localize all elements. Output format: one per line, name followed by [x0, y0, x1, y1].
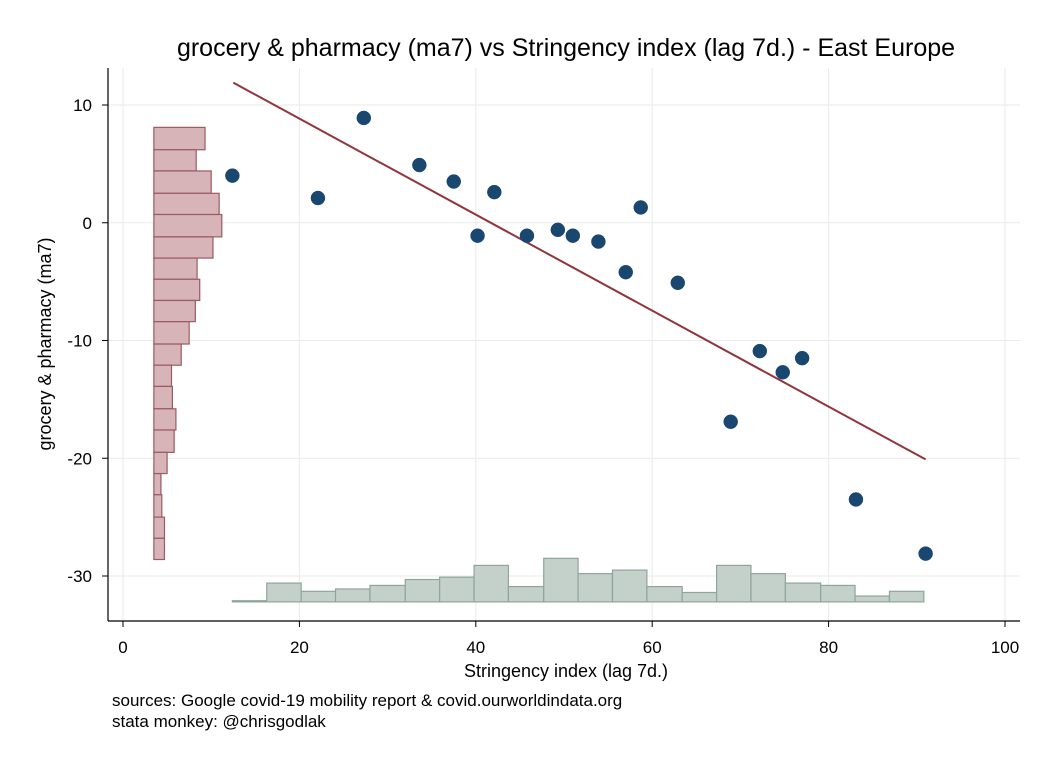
scatter-point	[519, 228, 535, 243]
y-histogram-bar	[153, 385, 173, 410]
scatter-point	[446, 174, 461, 189]
axes	[107, 68, 1020, 622]
x-tick-label: 40	[466, 638, 485, 657]
y-tick-label: -20	[67, 449, 92, 468]
y-tick-label: 10	[73, 96, 92, 115]
y-histogram	[153, 126, 223, 561]
scatter-point	[670, 275, 686, 291]
x-histogram-bar	[611, 569, 648, 603]
y-histogram-bar	[153, 343, 182, 366]
y-tick-label: -10	[67, 332, 92, 351]
x-histogram-bar	[369, 584, 406, 603]
scatter-point	[918, 546, 933, 561]
y-histogram-bar	[153, 451, 168, 475]
y-histogram-bar	[153, 170, 212, 194]
x-histogram-bar	[507, 585, 545, 603]
x-histogram-bar	[231, 600, 268, 603]
scatter-point	[310, 190, 326, 206]
scatter-point	[775, 365, 790, 380]
source-note: sources: Google covid-19 mobility report…	[112, 691, 623, 710]
scatter-points	[225, 110, 933, 561]
x-tick-label: 100	[991, 638, 1019, 657]
y-histogram-bar	[153, 494, 163, 518]
grid-lines	[108, 68, 1020, 621]
x-histogram-bar	[439, 576, 475, 603]
y-histogram-bar	[153, 278, 201, 302]
y-histogram-bar	[153, 149, 197, 172]
y-histogram-bar	[153, 192, 220, 216]
scatter-point	[550, 222, 566, 238]
scatter-point	[225, 168, 240, 183]
y-histogram-bar	[153, 299, 196, 323]
x-histogram-bar	[854, 595, 891, 603]
scatter-point	[848, 492, 864, 507]
y-histogram-bar	[153, 516, 166, 539]
scatter-point	[412, 157, 427, 173]
x-histogram-bar	[888, 590, 925, 603]
y-histogram-bar	[153, 321, 190, 345]
x-histogram-bar	[473, 564, 510, 603]
y-histogram-bar	[153, 126, 206, 151]
x-histogram-bar	[577, 573, 614, 603]
y-tick-label: 0	[83, 214, 92, 233]
scatter-point	[487, 184, 502, 200]
y-histogram-bar	[153, 408, 177, 431]
x-histogram-bar	[681, 591, 718, 603]
y-histogram-bar	[153, 257, 198, 280]
scatter-point	[591, 234, 606, 249]
x-histogram-bar	[750, 573, 786, 603]
scatter-point	[633, 200, 648, 215]
x-histogram-bar	[334, 588, 371, 603]
x-histogram-bar	[715, 564, 752, 603]
scatter-point	[723, 414, 738, 429]
x-histogram-bar	[646, 585, 683, 603]
y-histogram-bar	[153, 364, 173, 388]
scatter-point	[470, 228, 485, 243]
x-histogram-bar	[820, 584, 856, 603]
y-histogram-bar	[153, 429, 175, 453]
x-histogram	[231, 557, 925, 603]
scatter-point	[356, 110, 372, 126]
chart-title: grocery & pharmacy (ma7) vs Stringency i…	[177, 34, 955, 62]
x-axis-label: Stringency index (lag 7d.)	[464, 661, 668, 681]
x-histogram-bar	[543, 557, 579, 603]
scatter-point	[794, 350, 810, 366]
x-tick-label: 20	[290, 638, 309, 657]
y-histogram-bar	[153, 537, 166, 561]
y-histogram-bar	[153, 472, 162, 496]
y-tick-label: -30	[67, 567, 92, 586]
x-histogram-bar	[300, 590, 337, 603]
y-histogram-bar	[153, 213, 223, 238]
scatter-point	[565, 228, 581, 243]
x-histogram-bar	[266, 582, 302, 603]
x-tick-label: 60	[643, 638, 662, 657]
scatter-point	[752, 343, 768, 359]
y-axis-label: grocery & pharmacy (ma7)	[35, 237, 55, 450]
y-histogram-bar	[153, 236, 214, 259]
x-tick-label: 0	[118, 638, 127, 657]
fit-line	[232, 81, 927, 461]
x-histogram-bar	[784, 582, 822, 603]
scatter-point	[618, 264, 633, 280]
x-tick-label: 80	[819, 638, 838, 657]
fit-line-group	[232, 81, 927, 461]
author-note: stata monkey: @chrisgodlak	[112, 712, 326, 731]
x-histogram-bar	[404, 578, 441, 603]
tick-labels: 100-10-20-300 20 40 60 80 100	[67, 96, 1019, 657]
